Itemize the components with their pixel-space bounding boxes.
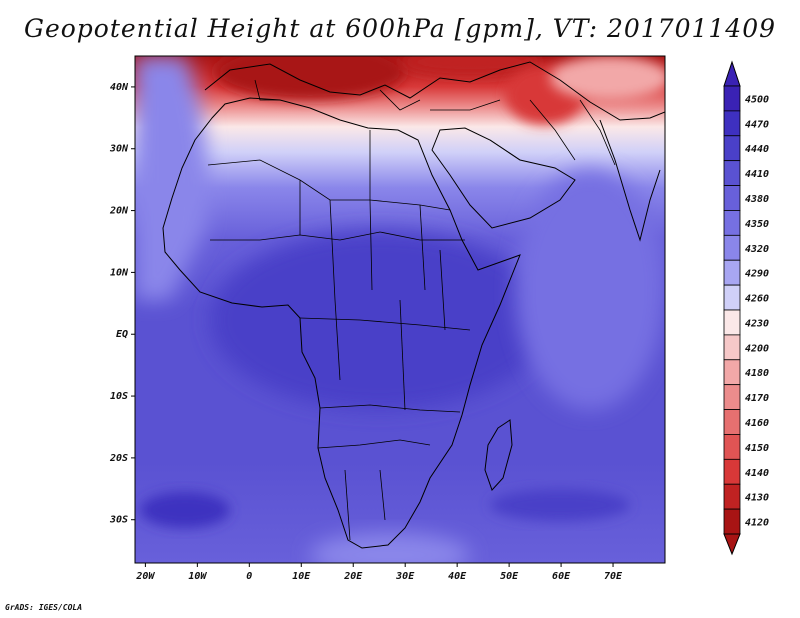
colorbar-swatch [723,458,741,485]
colorbar-level-label: 4350 [745,219,769,230]
colorbar: 4500 4470 4440 4410 4380 4350 4320 4290 4260 4230… [723,60,769,556]
colorbar-level-label: 4470 [745,119,769,130]
colorbar-swatch [723,185,741,211]
colorbar-level-label: 4500 [745,94,769,105]
india-coastline [599,119,661,242]
colorbar-level-label: 4320 [745,244,769,255]
colorbar-swatch [723,508,741,535]
x-tick-label: 20W [135,571,155,582]
europe-coastline [204,61,665,121]
colorbar-level-label: 4130 [745,493,769,504]
coastlines [162,61,665,549]
colorbar-level-label: 4230 [745,318,769,329]
madagascar-coastline [484,419,513,491]
x-tick-label: 30E [395,571,415,582]
colorbar-swatch [723,160,741,186]
africa-coastline [162,97,521,549]
colorbar-level-label: 4120 [745,518,769,529]
x-tick-label: 70E [604,571,623,582]
colorbar-swatch [723,309,741,336]
colorbar-level-label: 4290 [745,269,769,280]
colorbar-swatch [723,85,741,112]
y-tick-label: 40N [110,82,129,93]
x-tick-label: 10W [188,571,207,582]
chart-title: Geopotential Height at 600hPa [gpm], VT:… [23,14,777,43]
colorbar-level-label: 4440 [745,144,769,155]
x-tick-label: 10E [292,571,311,582]
colorbar-swatch [723,359,741,386]
colorbar-level-label: 4260 [745,294,769,305]
colorbar-swatch [723,135,741,162]
colorbar-swatch [723,259,741,286]
colorbar-level-label: 4180 [745,368,769,379]
height-field [135,56,665,563]
y-tick-label: 30N [109,144,129,155]
colorbar-swatch [723,284,741,311]
x-tick-label: 60E [552,571,571,582]
colorbar-level-label: 4140 [745,468,769,479]
colorbar-swatch [723,409,741,435]
x-tick-label: 50E [500,571,519,582]
arabia-coastline [431,127,576,229]
colorbar-bottom-arrow [723,533,741,556]
y-tick-label: EQ [116,329,128,340]
colorbar-level-label: 4380 [745,194,769,205]
colorbar-swatch [723,434,741,460]
colorbar-swatch [723,210,741,236]
y-tick-label: 10S [110,391,128,402]
y-tick-label: 10N [110,267,129,278]
colorbar-level-label: 4170 [745,393,769,404]
colorbar-swatch [723,384,741,410]
colorbar-swatch [723,110,741,137]
colorbar-swatch [723,483,741,510]
colorbar-top-arrow [723,60,741,87]
colorbar-level-label: 4150 [745,443,769,454]
colorbar-level-label: 4200 [745,343,769,354]
x-tick-label: 40E [448,571,467,582]
colorbar-level-label: 4410 [745,169,769,180]
colorbar-swatch [723,234,741,261]
map-frame [134,55,666,564]
colorbar-swatch [723,334,741,361]
country-borders [207,79,616,541]
colorbar-level-label: 4160 [745,418,769,429]
axis-ticks: 20W 10W 0 10E 20E 30E 40E 50E 60E 70E 40N 30N 20N 10N… [109,82,623,582]
y-tick-label: 20S [109,453,128,464]
x-tick-label: 0 [246,571,252,582]
x-tick-label: 20E [343,571,363,582]
credit-text: GrADS: IGES/COLA [5,603,83,612]
y-tick-label: 30S [109,515,128,526]
y-tick-label: 20N [109,206,129,217]
